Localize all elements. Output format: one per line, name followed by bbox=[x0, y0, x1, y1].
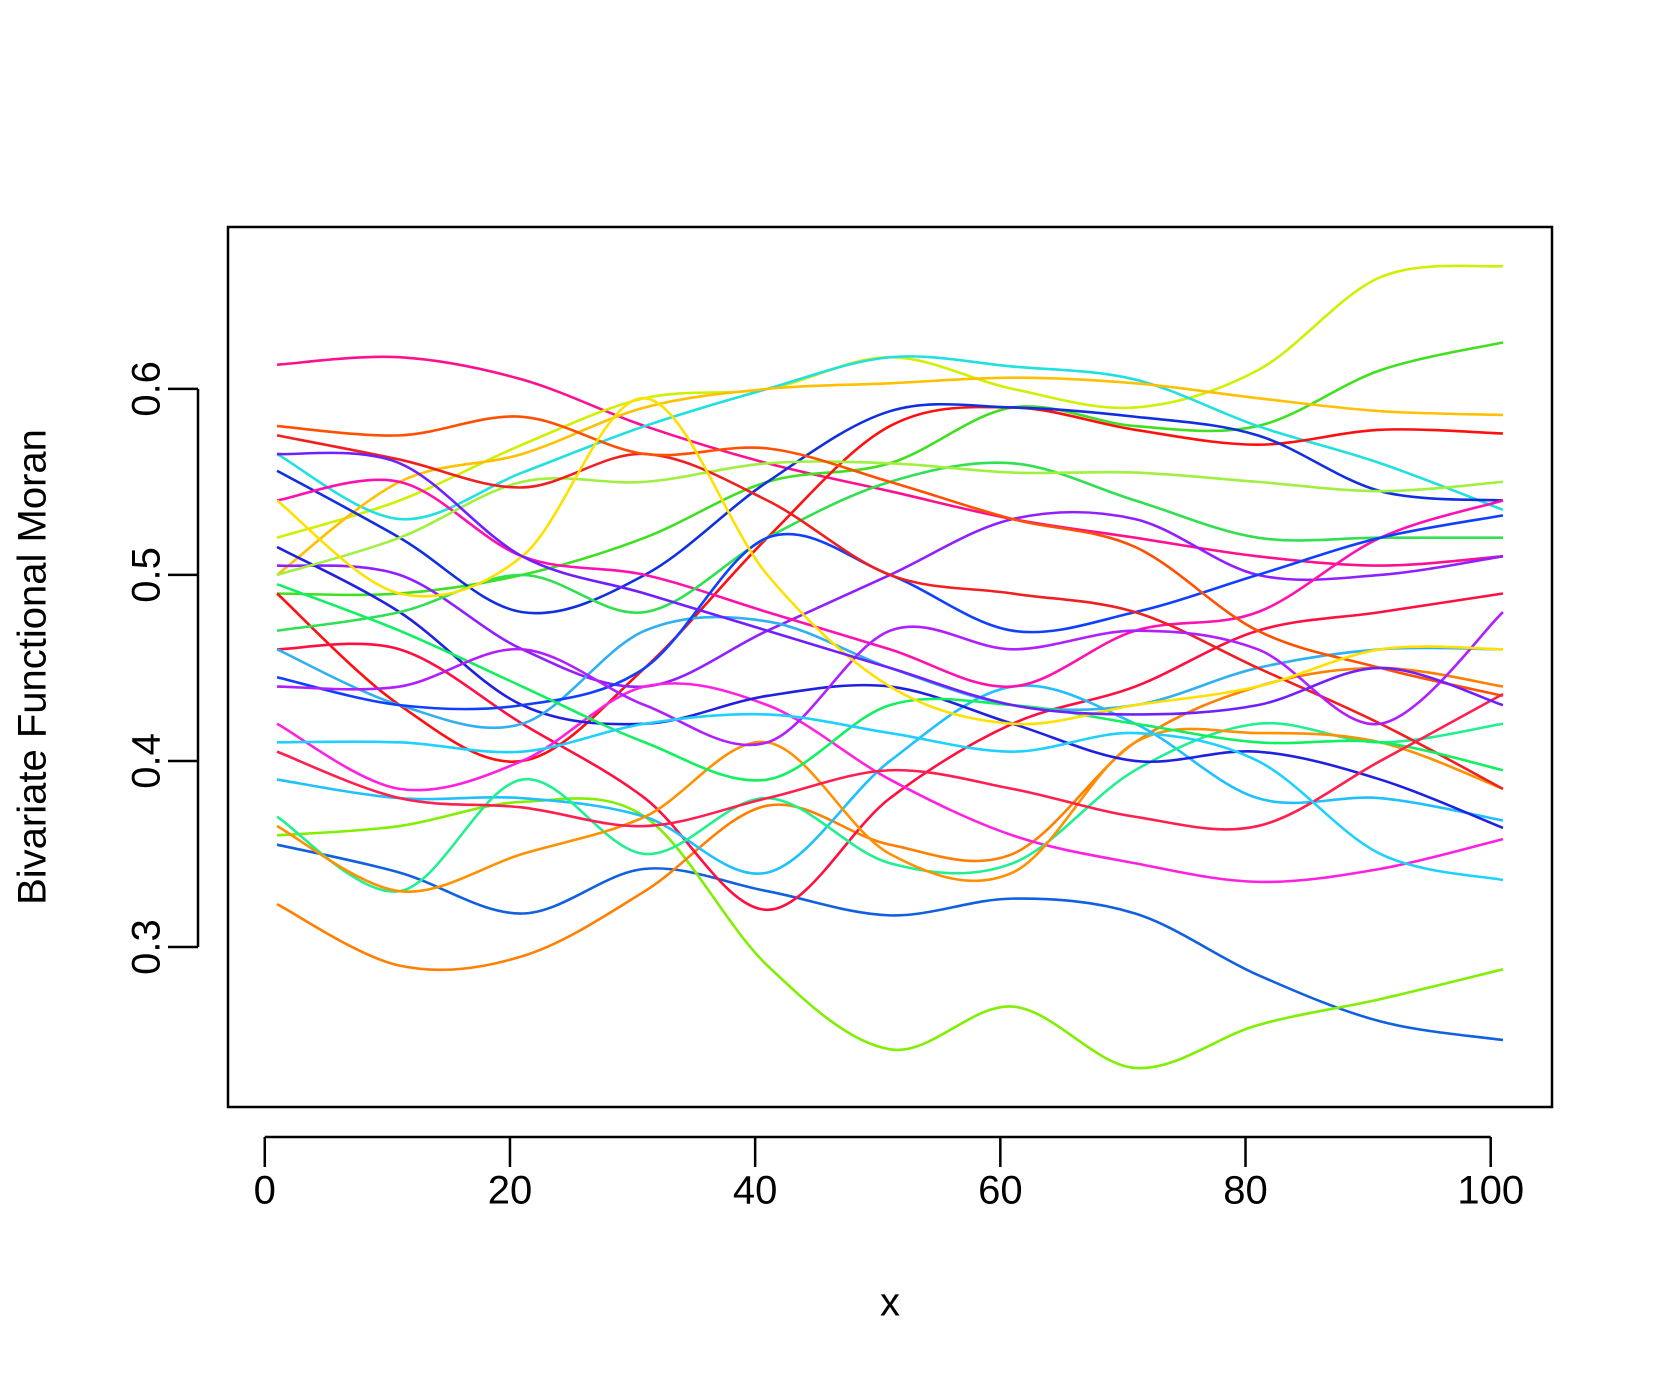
series-line bbox=[276, 355, 1504, 521]
series-line bbox=[276, 582, 1504, 782]
series-line bbox=[277, 592, 1504, 912]
plot-frame bbox=[226, 225, 1554, 1109]
x-tick-label: 20 bbox=[488, 1169, 533, 1213]
y-axis-label: Bivariate Functional Moran bbox=[11, 429, 55, 905]
y-tick-label: 0.3 bbox=[125, 919, 169, 975]
series-line bbox=[277, 341, 1504, 597]
series-line bbox=[276, 797, 1504, 1070]
series-line bbox=[277, 611, 1504, 747]
series-line bbox=[277, 712, 1504, 882]
series-line bbox=[276, 460, 1504, 577]
x-tick-label: 80 bbox=[1223, 1169, 1268, 1213]
series-line bbox=[276, 692, 1504, 831]
x-tick-label: 0 bbox=[254, 1169, 276, 1213]
x-axis-label: x bbox=[880, 1281, 900, 1325]
x-tick-label: 100 bbox=[1457, 1169, 1524, 1213]
x-tick-label: 40 bbox=[733, 1169, 778, 1213]
series-line bbox=[276, 478, 1504, 688]
series-line bbox=[276, 376, 1503, 576]
series-line bbox=[276, 666, 1504, 972]
y-tick-label: 0.6 bbox=[125, 361, 169, 417]
series-line bbox=[276, 402, 1504, 615]
series-line bbox=[276, 415, 1504, 698]
series-line bbox=[276, 451, 1504, 716]
series-line bbox=[276, 355, 1504, 567]
series-line bbox=[276, 721, 1504, 893]
y-tick-label: 0.5 bbox=[125, 547, 169, 603]
x-tick-label: 60 bbox=[978, 1169, 1023, 1213]
series-line bbox=[276, 514, 1504, 711]
series-line bbox=[276, 405, 1503, 763]
series-line bbox=[276, 264, 1504, 539]
series-line bbox=[276, 843, 1504, 1042]
series-line bbox=[276, 396, 1503, 726]
series-line bbox=[276, 434, 1504, 791]
y-tick-label: 0.4 bbox=[125, 733, 169, 789]
series-line bbox=[276, 727, 1504, 893]
series-line bbox=[276, 682, 1504, 884]
